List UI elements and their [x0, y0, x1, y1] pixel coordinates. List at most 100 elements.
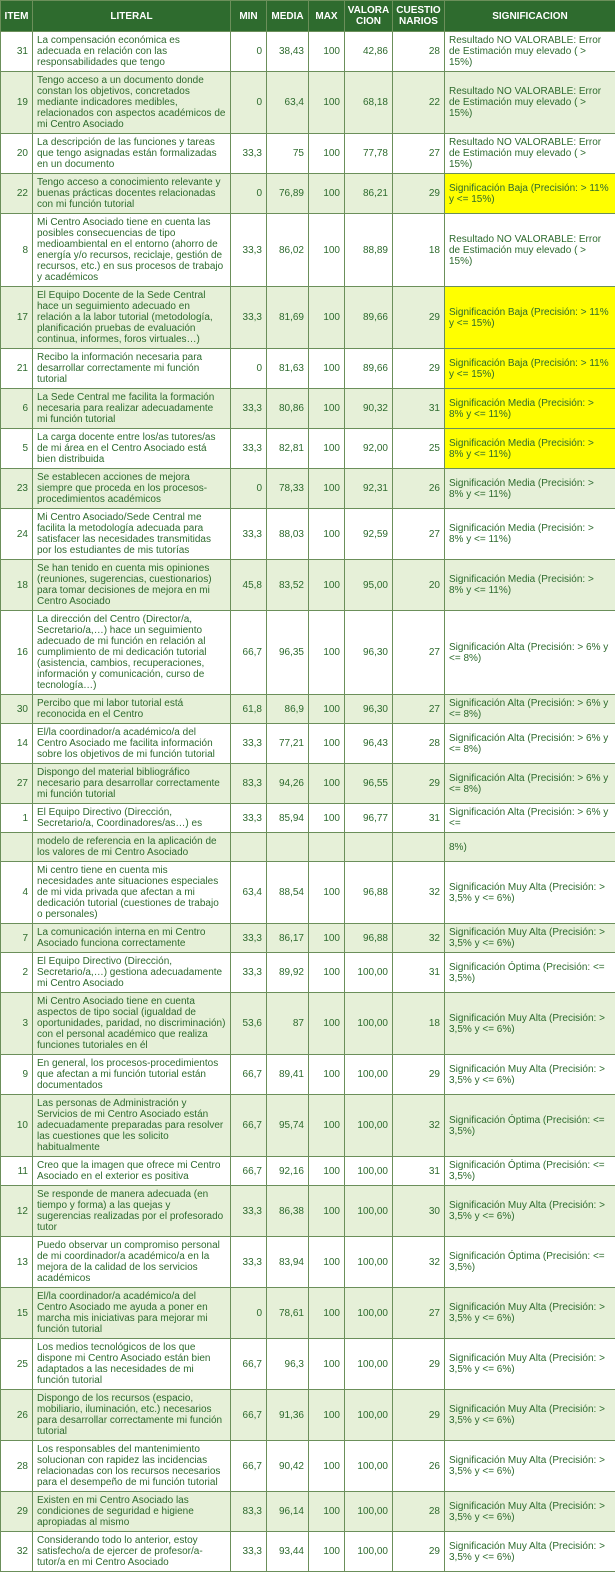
cell-max: 100 — [309, 924, 345, 953]
cell-media: 78,33 — [267, 469, 309, 509]
header-literal: LITERAL — [33, 1, 231, 32]
table-row: 6La Sede Central me facilita la formació… — [1, 389, 615, 429]
cell-significacion: Significación Muy Alta (Precisión: > 3,5… — [445, 1390, 615, 1441]
cell-valoracion: 77,78 — [345, 134, 393, 174]
cell-significacion: Significación Alta (Precisión: > 6% y <=… — [445, 695, 615, 724]
cell-valoracion: 100,00 — [345, 993, 393, 1055]
table-row: 20La descripción de las funciones y tare… — [1, 134, 615, 174]
cell-item: 15 — [1, 1288, 33, 1339]
cell-min: 33,3 — [231, 924, 267, 953]
cell-max: 100 — [309, 764, 345, 804]
table-row: 26Dispongo de los recursos (espacio, mob… — [1, 1390, 615, 1441]
table-row: 9En general, los procesos-procedimientos… — [1, 1055, 615, 1095]
cell-max: 100 — [309, 287, 345, 349]
cell-media: 90,42 — [267, 1441, 309, 1492]
cell-cuestionarios: 31 — [393, 804, 445, 833]
cell-significacion: Significación Media (Precisión: > 8% y <… — [445, 389, 615, 429]
cell-valoracion: 92,59 — [345, 509, 393, 560]
table-row: 18Se han tenido en cuenta mis opiniones … — [1, 560, 615, 611]
table-row: 17El Equipo Docente de la Sede Central h… — [1, 287, 615, 349]
cell-literal: Los responsables del mantenimiento soluc… — [33, 1441, 231, 1492]
cell-item: 32 — [1, 1532, 33, 1572]
cell-min: 63,4 — [231, 862, 267, 924]
cell-significacion: Significación Baja (Precisión: > 11% y <… — [445, 174, 615, 214]
cell-literal: Puedo observar un compromiso personal de… — [33, 1237, 231, 1288]
cell-literal: Recibo la información necesaria para des… — [33, 349, 231, 389]
cell-cuestionarios: 32 — [393, 924, 445, 953]
cell-item: 21 — [1, 349, 33, 389]
cell-min — [231, 833, 267, 862]
cell-max: 100 — [309, 429, 345, 469]
table-row: modelo de referencia en la aplicación de… — [1, 833, 615, 862]
header-valoracion: VALORA CION — [345, 1, 393, 32]
cell-max: 100 — [309, 1055, 345, 1095]
cell-min: 66,7 — [231, 1339, 267, 1390]
cell-media: 92,16 — [267, 1157, 309, 1186]
cell-item: 20 — [1, 134, 33, 174]
cell-valoracion: 100,00 — [345, 1288, 393, 1339]
cell-item: 29 — [1, 1492, 33, 1532]
cell-significacion: Significación Media (Precisión: > 8% y <… — [445, 469, 615, 509]
cell-item: 23 — [1, 469, 33, 509]
cell-min: 33,3 — [231, 429, 267, 469]
cell-literal: Creo que la imagen que ofrece mi Centro … — [33, 1157, 231, 1186]
cell-valoracion: 89,66 — [345, 287, 393, 349]
cell-media: 93,44 — [267, 1532, 309, 1572]
cell-cuestionarios: 29 — [393, 174, 445, 214]
cell-literal: Se responde de manera adecuada (en tiemp… — [33, 1186, 231, 1237]
cell-min: 0 — [231, 32, 267, 72]
cell-item: 31 — [1, 32, 33, 72]
cell-item: 10 — [1, 1095, 33, 1157]
cell-max: 100 — [309, 1492, 345, 1532]
table-row: 16La dirección del Centro (Director/a, S… — [1, 611, 615, 695]
table-row: 7La comunicación interna en mi Centro As… — [1, 924, 615, 953]
cell-max: 100 — [309, 214, 345, 287]
cell-cuestionarios: 27 — [393, 509, 445, 560]
cell-literal: El/la coordinador/a académico/a del Cent… — [33, 724, 231, 764]
table-row: 14El/la coordinador/a académico/a del Ce… — [1, 724, 615, 764]
cell-cuestionarios: 29 — [393, 1055, 445, 1095]
table-row: 2El Equipo Directivo (Dirección, Secreta… — [1, 953, 615, 993]
cell-item: 11 — [1, 1157, 33, 1186]
cell-literal: Percibo que mi labor tutorial está recon… — [33, 695, 231, 724]
cell-media: 96,3 — [267, 1339, 309, 1390]
cell-significacion: Significación Óptima (Precisión: <= 3,5%… — [445, 1157, 615, 1186]
cell-valoracion — [345, 833, 393, 862]
cell-literal: La compensación económica es adecuada en… — [33, 32, 231, 72]
cell-literal: El Equipo Directivo (Dirección, Secretar… — [33, 804, 231, 833]
cell-cuestionarios: 28 — [393, 1492, 445, 1532]
cell-valoracion: 100,00 — [345, 1441, 393, 1492]
cell-min: 33,3 — [231, 1532, 267, 1572]
table-row: 28Los responsables del mantenimiento sol… — [1, 1441, 615, 1492]
cell-valoracion: 96,55 — [345, 764, 393, 804]
cell-literal: La descripción de las funciones y tareas… — [33, 134, 231, 174]
cell-valoracion: 96,88 — [345, 924, 393, 953]
cell-min: 66,7 — [231, 1157, 267, 1186]
cell-media: 76,89 — [267, 174, 309, 214]
cell-significacion: Resultado NO VALORABLE: Error de Estimac… — [445, 72, 615, 134]
cell-max: 100 — [309, 72, 345, 134]
table-row: 5La carga docente entre los/as tutores/a… — [1, 429, 615, 469]
cell-valoracion: 100,00 — [345, 1532, 393, 1572]
cell-significacion: Significación Baja (Precisión: > 11% y <… — [445, 287, 615, 349]
cell-min: 45,8 — [231, 560, 267, 611]
cell-significacion: Significación Muy Alta (Precisión: > 3,5… — [445, 862, 615, 924]
cell-max: 100 — [309, 804, 345, 833]
cell-cuestionarios: 18 — [393, 993, 445, 1055]
cell-significacion: Significación Alta (Precisión: > 6% y <=… — [445, 764, 615, 804]
cell-min: 33,3 — [231, 214, 267, 287]
cell-item: 27 — [1, 764, 33, 804]
cell-significacion: Significación Alta (Precisión: > 6% y <= — [445, 804, 615, 833]
cell-media: 86,02 — [267, 214, 309, 287]
cell-cuestionarios: 28 — [393, 32, 445, 72]
cell-item: 26 — [1, 1390, 33, 1441]
cell-min: 66,7 — [231, 1390, 267, 1441]
cell-item: 22 — [1, 174, 33, 214]
cell-item: 25 — [1, 1339, 33, 1390]
cell-cuestionarios — [393, 833, 445, 862]
cell-min: 83,3 — [231, 1492, 267, 1532]
table-row: 11Creo que la imagen que ofrece mi Centr… — [1, 1157, 615, 1186]
cell-literal: Mi Centro Asociado tiene en cuenta las p… — [33, 214, 231, 287]
cell-min: 66,7 — [231, 611, 267, 695]
cell-min: 0 — [231, 469, 267, 509]
